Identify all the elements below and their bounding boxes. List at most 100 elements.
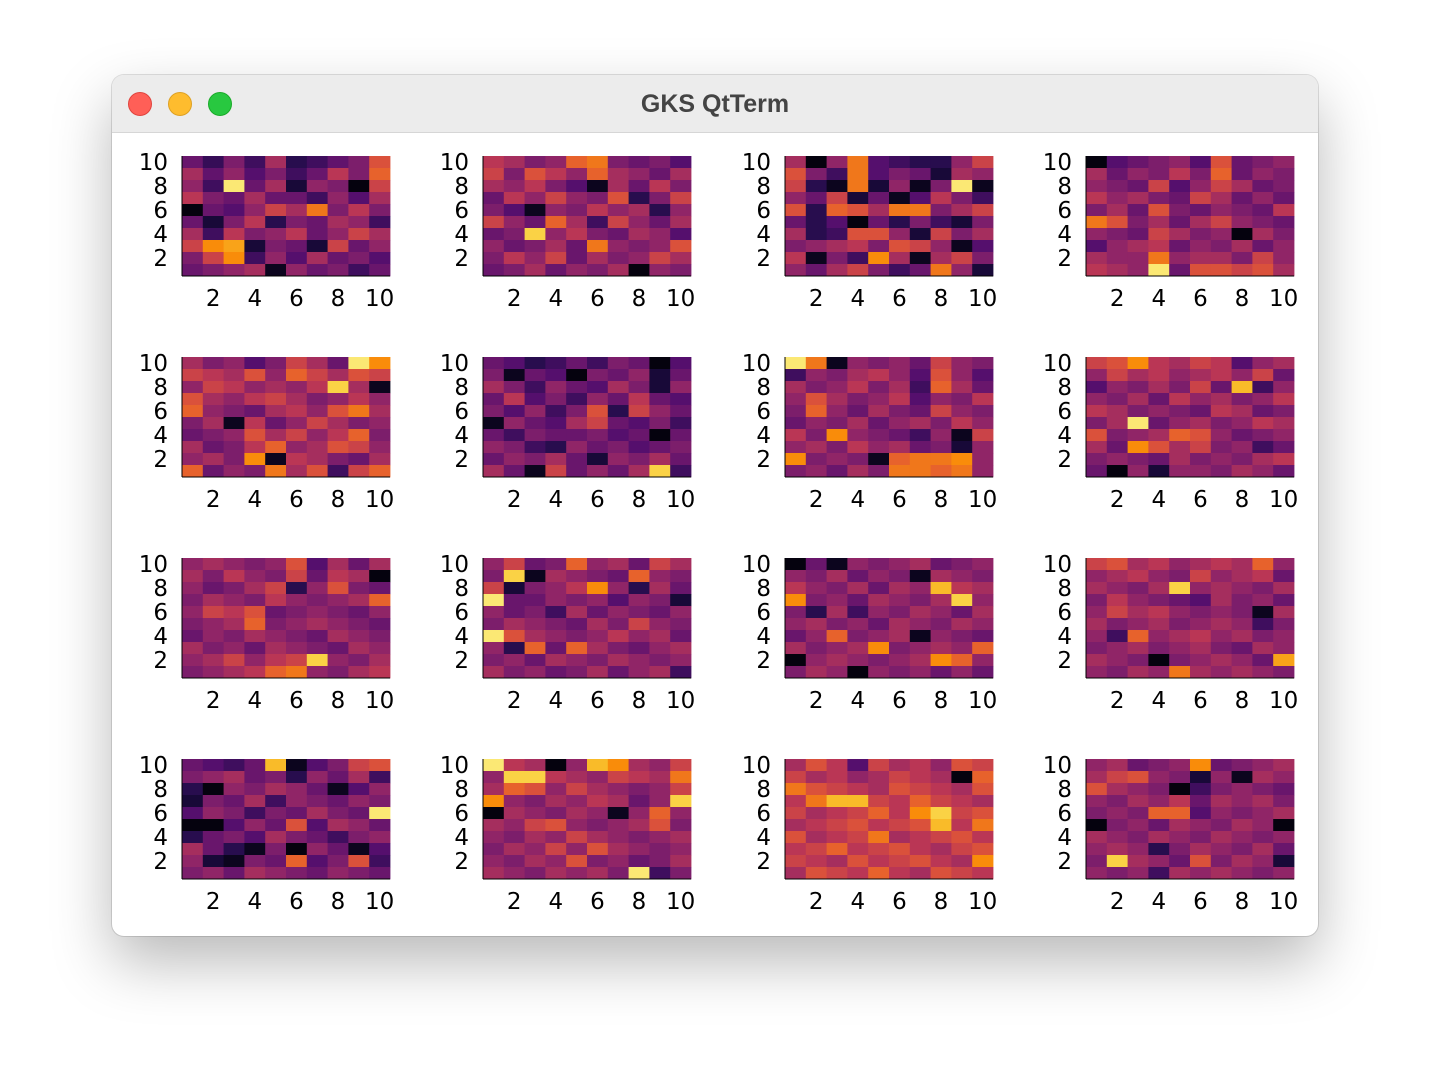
heatmap-cell [826,618,848,631]
heatmap-cell [1148,156,1170,169]
heatmap-cell [805,570,827,583]
heatmap-cell [1169,453,1191,466]
heatmap-cell [1169,216,1191,229]
heatmap-cell [524,228,546,241]
heatmap-cell [369,855,391,868]
heatmap-cell [628,582,650,595]
heatmap-cell [649,618,671,631]
heatmap-cell [1127,156,1149,169]
heatmap-cell [223,156,245,169]
heatmap-cell [587,771,609,784]
heatmap-cell [607,783,629,796]
heatmap-cell [265,867,287,880]
heatmap-cell [1169,783,1191,796]
y-tick-label: 10 [742,552,771,578]
heatmap-cell [1169,393,1191,406]
zoom-button[interactable] [208,92,232,116]
heatmap-cell [847,582,869,595]
y-tick-label: 4 [1057,624,1072,650]
heatmap-cell [889,465,911,478]
heatmap-cell [1127,393,1149,406]
heatmap-cell [348,369,370,382]
heatmap-cell [306,465,328,478]
heatmap-cell [1210,156,1232,169]
heatmap-cell [607,156,629,169]
heatmap-cell [306,252,328,265]
heatmap-cell [503,630,525,643]
heatmap-cell [607,216,629,229]
heatmap-cell [1086,795,1108,808]
heatmap-cell [805,855,827,868]
minimize-button[interactable] [168,92,192,116]
heatmap-cell [202,666,224,679]
heatmap-cell [628,630,650,643]
heatmap-cell [1106,228,1128,241]
heatmap-cell [670,393,692,406]
heatmap-cell [930,867,952,880]
heatmap-cell [628,831,650,844]
heatmap-cell [805,771,827,784]
heatmap-cell [202,654,224,667]
heatmap-cell [587,759,609,772]
heatmap-cell [972,606,994,619]
heatmap-cell [369,156,391,169]
heatmap-cell [889,357,911,370]
heatmap-cell [1086,357,1108,370]
heatmap-cell [503,807,525,820]
heatmap-cell [483,759,505,772]
heatmap-cell [1148,642,1170,655]
heatmap-cell [826,405,848,418]
heatmap-cell [847,594,869,607]
x-tick-label: 10 [968,688,997,714]
heatmap-cell [868,582,890,595]
heatmap-cell [182,180,204,193]
heatmap-cell [1127,168,1149,181]
heatmap-cell [1148,831,1170,844]
heatmap-cell [369,819,391,832]
heatmap-cell [785,867,807,880]
heatmap-cell [826,843,848,856]
heatmap-cell [306,654,328,667]
heatmap-cell [1231,240,1253,253]
y-tick-label: 10 [1043,552,1072,578]
heatmap-cell [951,759,973,772]
heatmap-cell [649,819,671,832]
heatmap-cell [1252,666,1274,679]
heatmap-cell [785,369,807,382]
heatmap-cell [868,264,890,277]
heatmap-cell [909,795,931,808]
heatmap-cell [1169,405,1191,418]
heatmap-cell [202,771,224,784]
heatmap-cell [244,606,266,619]
heatmap-cell [587,168,609,181]
heatmap-cell [847,192,869,205]
heatmap-cell [348,594,370,607]
heatmap-cell [265,369,287,382]
heatmap-cell [1190,867,1212,880]
heatmap-cell [847,240,869,253]
close-button[interactable] [128,92,152,116]
y-tick-label: 8 [454,375,469,401]
heatmap-cell [951,570,973,583]
heatmap-cell [306,369,328,382]
heatmap-cell [628,654,650,667]
heatmap-cell [223,642,245,655]
heatmap-cell [587,465,609,478]
heatmap-cell [306,594,328,607]
heatmap-cell [1231,405,1253,418]
heatmap-cell [286,252,308,265]
heatmap-cell [1210,606,1232,619]
heatmap-cell [826,465,848,478]
heatmap-cell [1106,465,1128,478]
heatmap-cell [1127,453,1149,466]
heatmap-cell [826,417,848,430]
heatmap-cell [566,618,588,631]
heatmap-cell [524,204,546,217]
heatmap-cell [265,264,287,277]
heatmap-cell [826,252,848,265]
heatmap-cell [1273,441,1295,454]
heatmap-cell [1231,357,1253,370]
heatmap-cell [868,807,890,820]
